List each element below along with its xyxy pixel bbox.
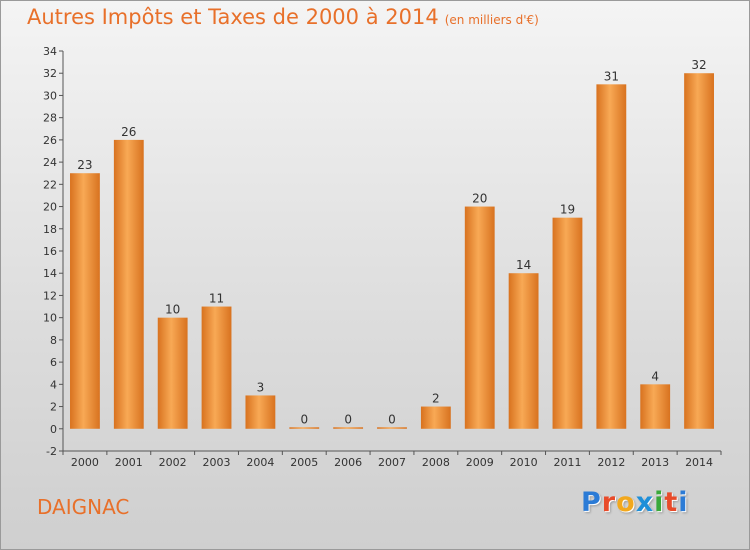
y-tick-label: 8 [50, 334, 57, 347]
value-label: 2 [432, 392, 440, 406]
x-tick-label: 2011 [553, 456, 581, 469]
y-tick-label: 2 [50, 401, 57, 414]
bars [70, 73, 714, 429]
x-tick-label: 2003 [203, 456, 231, 469]
y-tick-label: 4 [50, 378, 57, 391]
y-tick-label: 26 [43, 134, 57, 147]
bar [157, 317, 188, 429]
bar [201, 306, 232, 429]
unit-label: (en milliers d'€) [444, 13, 539, 27]
x-tick-label: 2012 [597, 456, 625, 469]
value-label: 0 [300, 412, 308, 426]
y-tick-label: 22 [43, 178, 57, 191]
logo-letter: o [616, 487, 636, 518]
y-tick-label: 30 [43, 89, 57, 102]
logo-letter: r [601, 487, 617, 518]
bar [420, 406, 451, 429]
bar [245, 395, 276, 429]
x-tick-label: 2002 [159, 456, 187, 469]
x-tick-label: 2006 [334, 456, 362, 469]
y-tick-label: -2 [46, 445, 57, 458]
y-tick-label: 12 [43, 289, 57, 302]
y-tick-label: 20 [43, 201, 57, 214]
bar [684, 73, 714, 429]
y-tick-label: 6 [50, 356, 57, 369]
value-label: 11 [209, 292, 224, 306]
y-tick-label: 18 [43, 223, 57, 236]
y-tick-label: 24 [43, 156, 57, 169]
bar [289, 427, 320, 429]
x-tick-label: 2005 [290, 456, 318, 469]
chart-title: Autres Impôts et Taxes de 2000 à 2014 (en… [27, 5, 539, 29]
y-tick-label: 14 [43, 267, 57, 280]
x-tick-label: 2007 [378, 456, 406, 469]
y-tick-label: 28 [43, 112, 57, 125]
bar [596, 84, 627, 429]
value-label: 20 [472, 192, 487, 206]
y-tick-label: 0 [50, 423, 57, 436]
value-label: 3 [257, 380, 265, 394]
bar [377, 427, 407, 429]
value-label: 23 [77, 158, 92, 172]
x-tick-label: 2001 [115, 456, 143, 469]
logo-letter: i [678, 487, 689, 518]
value-label: 14 [516, 258, 531, 272]
y-tick-label: 34 [43, 45, 57, 58]
y-tick-label: 32 [43, 67, 57, 80]
value-label: 32 [691, 58, 706, 72]
x-tick-label: 2013 [641, 456, 669, 469]
value-label: 0 [388, 412, 396, 426]
value-label: 19 [560, 203, 575, 217]
proxiti-logo: Proxiti [581, 487, 689, 518]
x-tick-label: 2008 [422, 456, 450, 469]
logo-letter: t [664, 487, 679, 518]
y-tick-label: 16 [43, 245, 57, 258]
value-label: 26 [121, 125, 136, 139]
x-tick-label: 2004 [246, 456, 274, 469]
logo-letter: P [581, 487, 602, 518]
x-tick-label: 2014 [685, 456, 713, 469]
bar [70, 173, 100, 429]
bar [640, 384, 671, 429]
x-tick-label: 2009 [466, 456, 494, 469]
x-tick-label: 2000 [71, 456, 99, 469]
bar [113, 139, 144, 429]
x-tick-label: 2010 [510, 456, 538, 469]
value-label: 4 [651, 369, 659, 383]
bar [508, 273, 539, 429]
bar [464, 206, 495, 429]
commune-name: DAIGNAC [37, 495, 130, 519]
bar [333, 427, 364, 429]
value-label: 31 [604, 69, 619, 83]
logo-letter: i [654, 487, 665, 518]
value-labels: 23 26 10 11 3 0 0 0 2 20 14 19 31 4 32 [77, 58, 706, 426]
logo-letter: x [635, 487, 655, 518]
bar [552, 217, 583, 429]
value-label: 10 [165, 303, 180, 317]
value-label: 0 [344, 412, 352, 426]
y-tick-label: 10 [43, 312, 57, 325]
title-text: Autres Impôts et Taxes de 2000 à 2014 [27, 5, 439, 29]
